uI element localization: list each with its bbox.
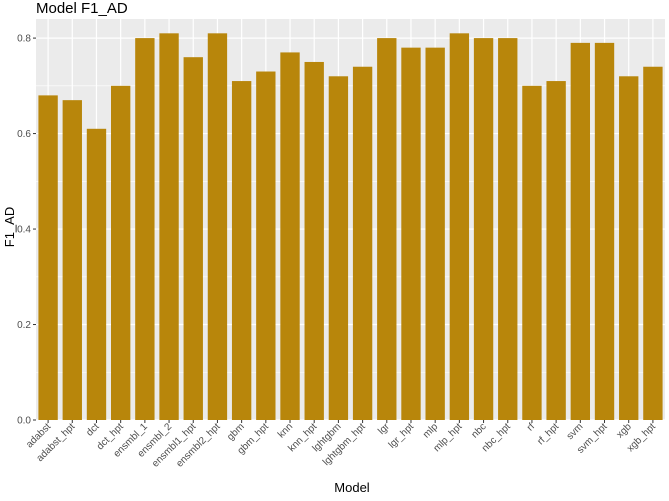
bar-lghtgbm_hpt	[352, 66, 373, 420]
bar-mlp	[425, 47, 445, 421]
bar-svm_hpt	[594, 42, 615, 420]
bar-knn	[280, 52, 300, 421]
bar-dct_hpt	[110, 85, 131, 420]
bar-xgb	[619, 76, 639, 421]
x-tick-label: dct	[84, 421, 101, 438]
bar-ensmbl_1	[135, 38, 155, 420]
bar-knn_hpt	[304, 61, 324, 420]
y-tick-label: 0.4	[17, 225, 31, 236]
x-tick-label: rf_hpt	[535, 421, 561, 447]
bar-gbm_hpt	[256, 71, 276, 420]
bar-svm	[570, 42, 591, 420]
bar-lgr	[377, 38, 397, 420]
bar-adabst	[38, 95, 58, 420]
y-tick-label: 0.0	[17, 416, 31, 427]
y-axis-title: F1_AD	[2, 207, 17, 247]
bar-lghtgbm	[328, 76, 349, 421]
bar-nbc_hpt	[498, 38, 518, 420]
x-tick-label: xgb	[615, 421, 634, 440]
bar-ensmbl_2	[159, 33, 179, 420]
bar-adabst_hpt	[62, 100, 82, 421]
x-tick-label: mlp	[421, 421, 440, 440]
bar-dct	[86, 128, 107, 421]
bars	[38, 33, 663, 421]
bar-xgb_hpt	[643, 66, 663, 420]
bar-lgr_hpt	[401, 47, 421, 421]
x-axis-title: Model	[334, 480, 370, 495]
bar-rf	[522, 85, 542, 420]
x-tick-label: nbc	[469, 421, 488, 440]
x-tick-label: lgr	[376, 421, 392, 437]
chart-title: Model F1_AD	[36, 0, 128, 17]
bar-ensmbl2_hpt	[207, 33, 228, 420]
bar-mlp_hpt	[449, 33, 470, 420]
x-tick-label: svm	[565, 421, 586, 442]
bar-nbc	[473, 38, 494, 420]
y-tick-label: 0.2	[17, 320, 31, 331]
bar-rf_hpt	[546, 81, 566, 421]
bar-ensmbl1_hpt	[183, 57, 203, 420]
bar-gbm	[231, 81, 252, 421]
y-axis-ticks: 0.0 0.2 0.4 0.6 0.8	[17, 34, 36, 427]
x-tick-label: lgr_hpt	[387, 421, 417, 451]
x-tick-label: rf	[525, 421, 537, 433]
y-tick-label: 0.6	[17, 129, 31, 140]
x-tick-label: knn	[276, 421, 295, 440]
y-tick-label: 0.8	[17, 34, 31, 45]
